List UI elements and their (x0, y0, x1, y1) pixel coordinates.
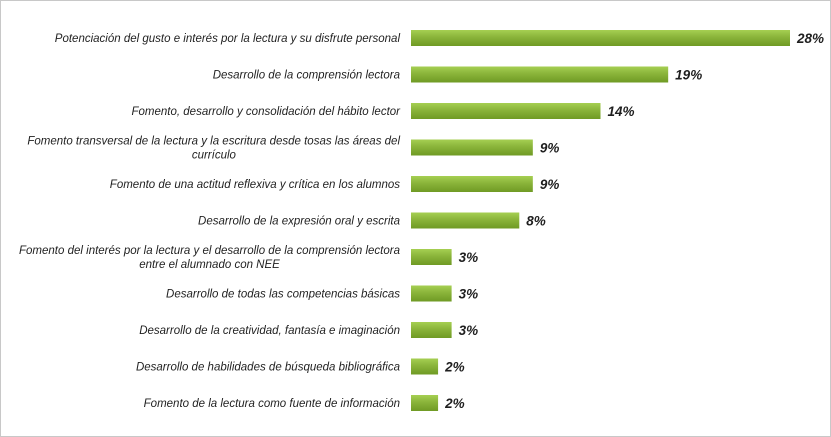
category-label-9: Desarrollo de la creatividad, fantasía e… (139, 325, 400, 337)
bar-9 (411, 322, 452, 338)
data-label-11: 2% (444, 396, 465, 411)
bar-6 (411, 212, 520, 229)
value-labels: 28% 19% 14% 9% 9% 8% 3% 3% 3% 2% 2% (444, 31, 824, 411)
bar-3 (411, 103, 601, 119)
data-label-6: 8% (526, 214, 546, 229)
bar-5 (411, 176, 533, 192)
bar-4 (411, 139, 533, 156)
data-label-10: 2% (444, 360, 465, 375)
bar-2 (411, 66, 669, 83)
category-labels: Potenciación del gusto e interés por la … (19, 33, 401, 410)
data-label-2: 19% (675, 68, 702, 83)
category-label-4-line-1: Fomento transversal de la lectura y la e… (27, 136, 400, 148)
category-label-11: Fomento de la lectura como fuente de inf… (144, 398, 400, 410)
category-label-5: Fomento de una actitud reflexiva y críti… (110, 179, 400, 191)
category-label-8: Desarrollo de todas las competencias bás… (166, 289, 400, 301)
data-label-7: 3% (459, 250, 479, 265)
category-label-4-line-2: currículo (192, 150, 237, 162)
data-label-3: 14% (608, 104, 635, 119)
data-label-5: 9% (540, 177, 560, 192)
data-label-4: 9% (540, 141, 560, 156)
bar-7 (411, 249, 452, 265)
bar-10 (411, 358, 439, 375)
bars-layer (411, 30, 790, 411)
category-label-6: Desarrollo de la expresión oral y escrit… (198, 216, 400, 228)
category-label-3: Fomento, desarrollo y consolidación del … (132, 106, 402, 118)
category-label-7-line-1: Fomento del interés por la lectura y el … (19, 245, 400, 257)
bar-1 (411, 30, 790, 46)
data-label-8: 3% (459, 287, 479, 302)
category-label-7-line-2: entre el alumnado con NEE (139, 259, 280, 271)
data-label-9: 3% (459, 323, 479, 338)
category-label-2: Desarrollo de la comprensión lectora (213, 70, 400, 82)
bar-11 (411, 395, 439, 411)
data-label-1: 28% (796, 31, 824, 46)
bar-8 (411, 285, 452, 302)
category-label-1: Potenciación del gusto e interés por la … (55, 33, 401, 45)
category-label-10: Desarrollo de habilidades de búsqueda bi… (136, 362, 400, 374)
